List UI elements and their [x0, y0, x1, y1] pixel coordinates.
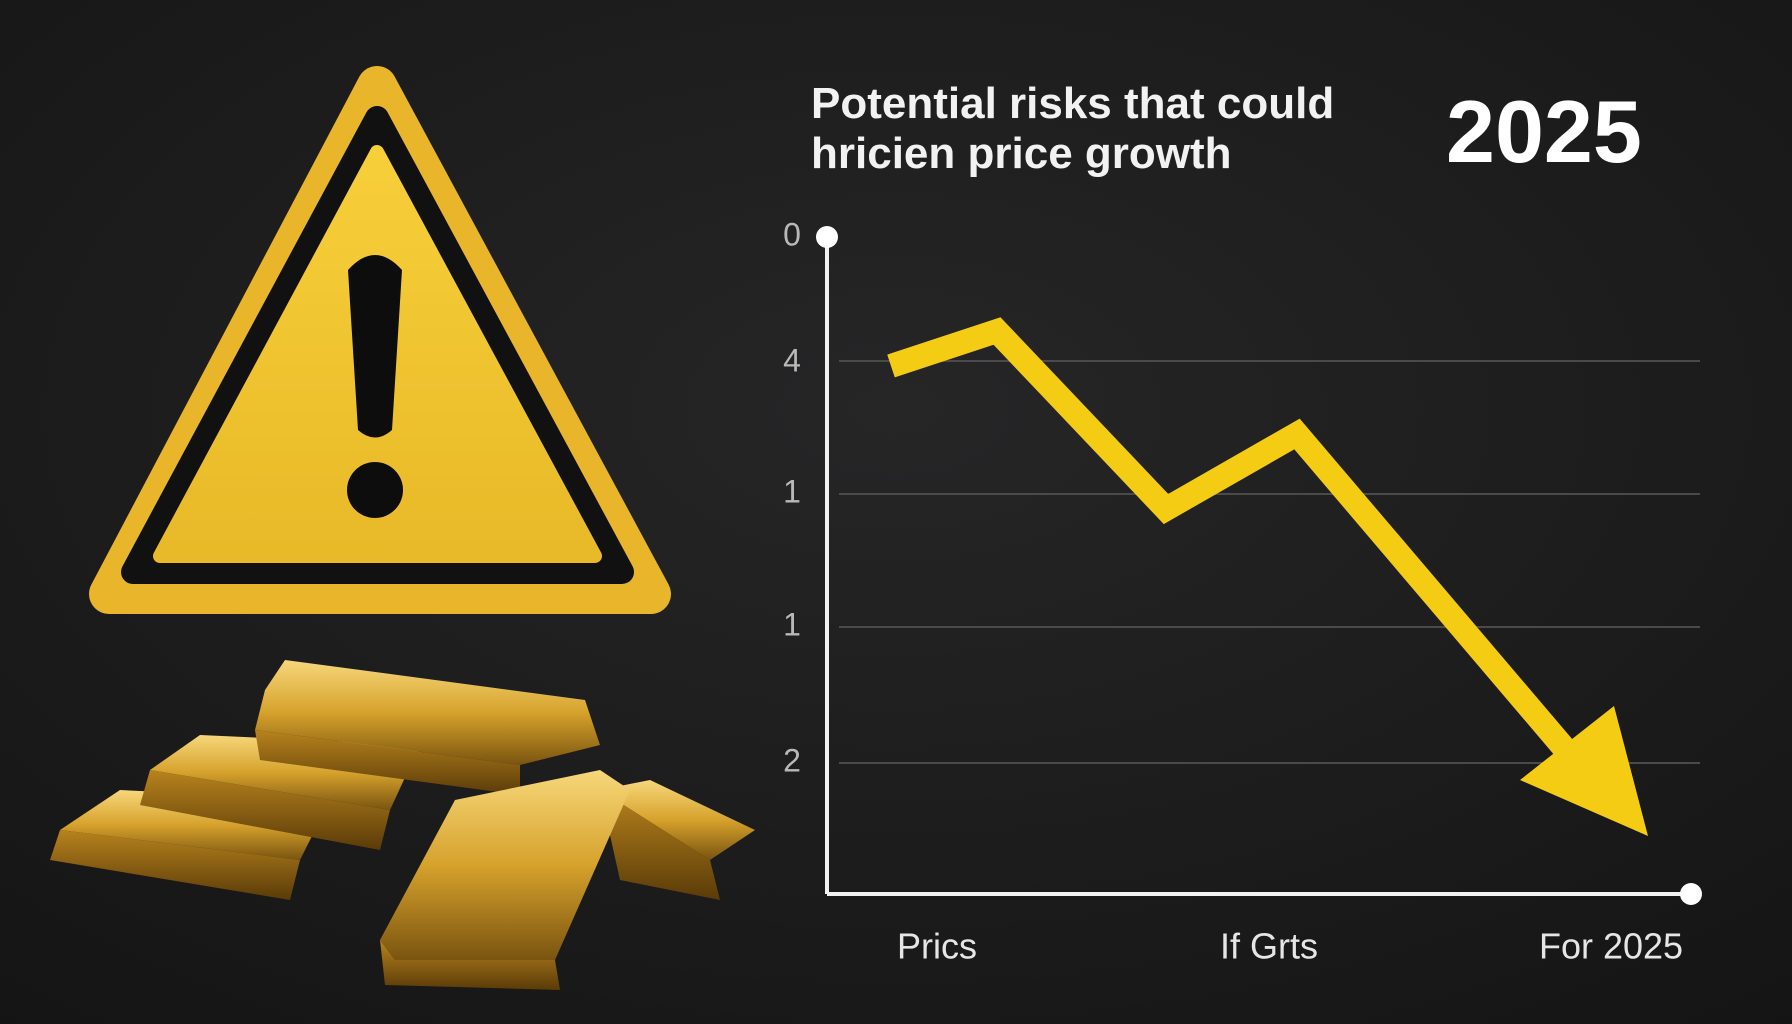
y-label: 0	[783, 216, 801, 252]
title-line: Potential risks that could	[811, 79, 1334, 128]
x-label: For 2025	[1539, 926, 1683, 967]
warning-sign	[89, 66, 671, 614]
x-label: If Grts	[1220, 926, 1318, 967]
year: 2025	[1446, 82, 1642, 181]
trend-arrowhead	[1520, 706, 1648, 836]
axis-end	[816, 226, 838, 248]
y-label: 4	[783, 342, 801, 378]
y-label: 2	[783, 742, 801, 778]
axis-end	[1680, 883, 1702, 905]
title-line: hricien price growth	[811, 129, 1232, 178]
y-label: 1	[783, 606, 801, 642]
chart: 0 4 1 1 2 Prics If Grts For 2025	[783, 216, 1702, 967]
trend-line	[887, 317, 1580, 763]
gold-bars	[50, 660, 755, 990]
y-label: 1	[783, 473, 801, 509]
x-label: Prics	[897, 926, 977, 967]
